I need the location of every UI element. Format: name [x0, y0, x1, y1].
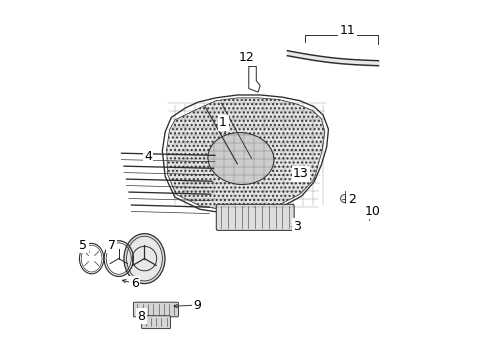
- Polygon shape: [166, 98, 324, 211]
- Text: 11: 11: [339, 24, 354, 37]
- Circle shape: [299, 174, 305, 180]
- FancyBboxPatch shape: [142, 316, 170, 329]
- Ellipse shape: [123, 234, 164, 284]
- Text: 1: 1: [219, 116, 226, 129]
- Text: 9: 9: [193, 298, 201, 311]
- Text: 2: 2: [347, 193, 355, 206]
- Text: 13: 13: [292, 167, 308, 180]
- FancyBboxPatch shape: [133, 302, 178, 317]
- Text: 4: 4: [144, 150, 152, 163]
- Text: 3: 3: [293, 220, 301, 233]
- FancyBboxPatch shape: [216, 204, 294, 230]
- Text: 8: 8: [137, 310, 145, 323]
- Circle shape: [364, 210, 372, 218]
- Text: 7: 7: [107, 239, 115, 252]
- Text: 6: 6: [131, 277, 139, 290]
- Text: 12: 12: [238, 51, 254, 64]
- Circle shape: [340, 195, 348, 203]
- Ellipse shape: [126, 236, 162, 281]
- Text: 5: 5: [79, 239, 87, 252]
- Text: 10: 10: [364, 205, 380, 218]
- Ellipse shape: [207, 132, 273, 185]
